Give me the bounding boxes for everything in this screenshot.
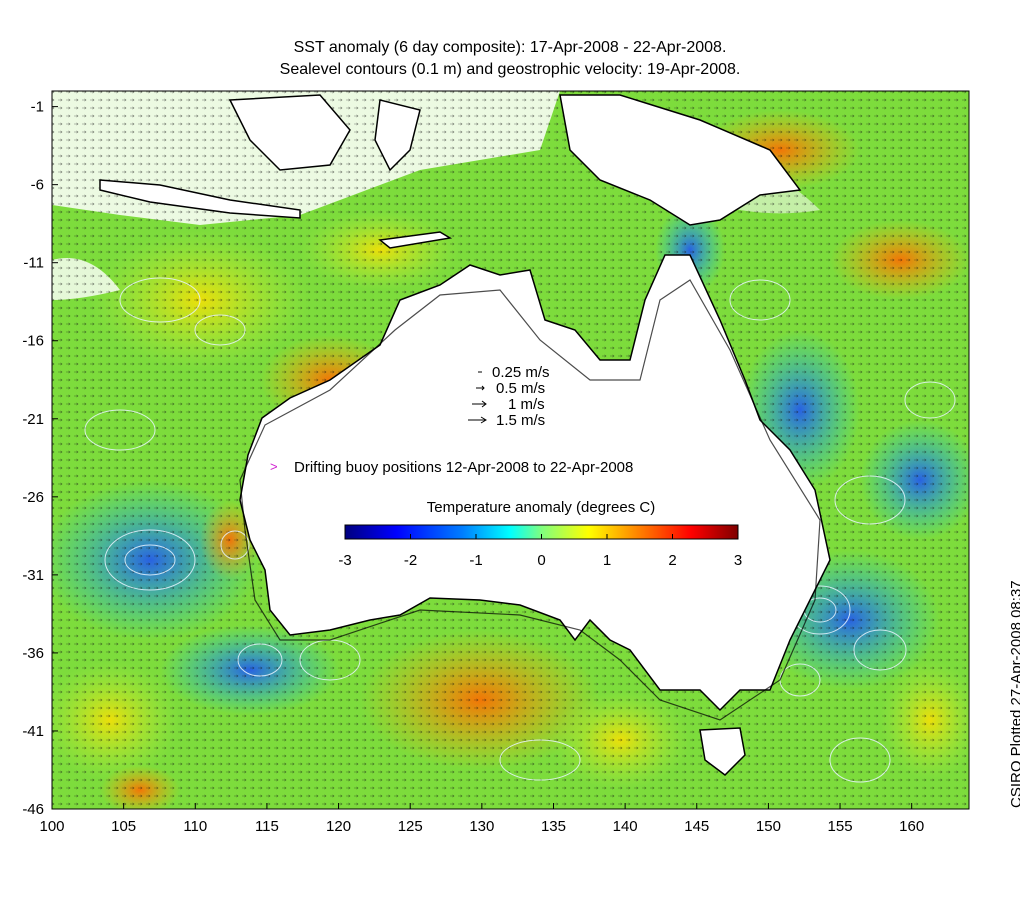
x-tick-label: 155 [828, 818, 853, 835]
x-tick-label: 110 [183, 818, 207, 835]
velocity-label-3: 1.5 m/s [496, 412, 545, 429]
map-title-line2: Sealevel contours (0.1 m) and geostrophi… [279, 61, 741, 78]
velocity-label-2: 1 m/s [508, 396, 545, 413]
colorbar: Temperature anomaly (degrees C) -3 -2 -1 0 1… [338, 499, 742, 569]
australia-outline [239, 254, 831, 712]
y-axis: -1 -6 -11 -16 -21 -26 -31 -36 -41 -46 [22, 99, 58, 818]
velocity-label-0: 0.25 m/s [492, 364, 550, 381]
y-tick-label: -1 [31, 99, 44, 116]
colorbar-tick-label: -1 [469, 552, 482, 569]
y-tick-label: -41 [22, 723, 44, 740]
colorbar-tick-label: -3 [338, 552, 351, 569]
y-tick-label: -21 [22, 411, 44, 428]
buoy-legend: > Drifting buoy positions 12-Apr-2008 to… [270, 459, 633, 476]
y-tick-label: -36 [22, 645, 44, 662]
colorbar-tick-label: 3 [734, 552, 742, 569]
velocity-arrow-3 [468, 416, 487, 424]
landmass [99, 94, 831, 776]
velocity-label-1: 0.5 m/s [496, 380, 545, 397]
x-tick-label: 115 [255, 818, 279, 835]
velocity-legend: 0.25 m/s 0.5 m/s 1 m/s 1.5 m/s [468, 364, 550, 429]
colorbar-tick-label: 0 [537, 552, 545, 569]
x-tick-label: 130 [469, 818, 494, 835]
velocity-arrow-1 [476, 385, 485, 391]
buoy-label: Drifting buoy positions 12-Apr-2008 to 2… [294, 459, 633, 476]
new-guinea-outline [559, 94, 802, 226]
y-tick-label: -46 [22, 801, 44, 818]
y-tick-label: -11 [23, 255, 44, 272]
colorbar-tick-label: -2 [404, 552, 417, 569]
x-tick-label: 160 [899, 818, 924, 835]
map-title-line1: SST anomaly (6 day composite): 17-Apr-20… [293, 39, 727, 56]
tasmania-outline [699, 727, 746, 776]
x-tick-label: 100 [39, 818, 64, 835]
x-tick-label: 140 [613, 818, 638, 835]
y-tick-label: -26 [22, 489, 44, 506]
y-tick-label: -6 [31, 177, 44, 194]
colorbar-tick-label: 2 [668, 552, 676, 569]
x-axis: 100 105 110 115 120 125 130 135 140 145 150 155 160 [39, 803, 924, 835]
colorbar-tick-label: 1 [603, 552, 611, 569]
y-tick-label: -31 [22, 567, 44, 584]
x-tick-label: 125 [398, 818, 423, 835]
plot-frame [51, 90, 970, 810]
velocity-arrow-2 [472, 400, 487, 408]
borneo-outline [228, 94, 351, 171]
colorbar-title: Temperature anomaly (degrees C) [427, 499, 655, 516]
timor-outline [378, 231, 453, 249]
java-outline [99, 179, 301, 219]
buoy-symbol: > [270, 459, 278, 474]
x-tick-label: 150 [756, 818, 781, 835]
x-tick-label: 135 [541, 818, 566, 835]
x-tick-label: 120 [326, 818, 351, 835]
y-tick-label: -16 [22, 333, 44, 350]
credit-text: CSIRO Plotted 27-Apr-2008 08:37 [1008, 580, 1020, 808]
x-tick-label: 105 [111, 818, 136, 835]
sulawesi-outline [374, 99, 421, 172]
x-tick-label: 145 [684, 818, 709, 835]
